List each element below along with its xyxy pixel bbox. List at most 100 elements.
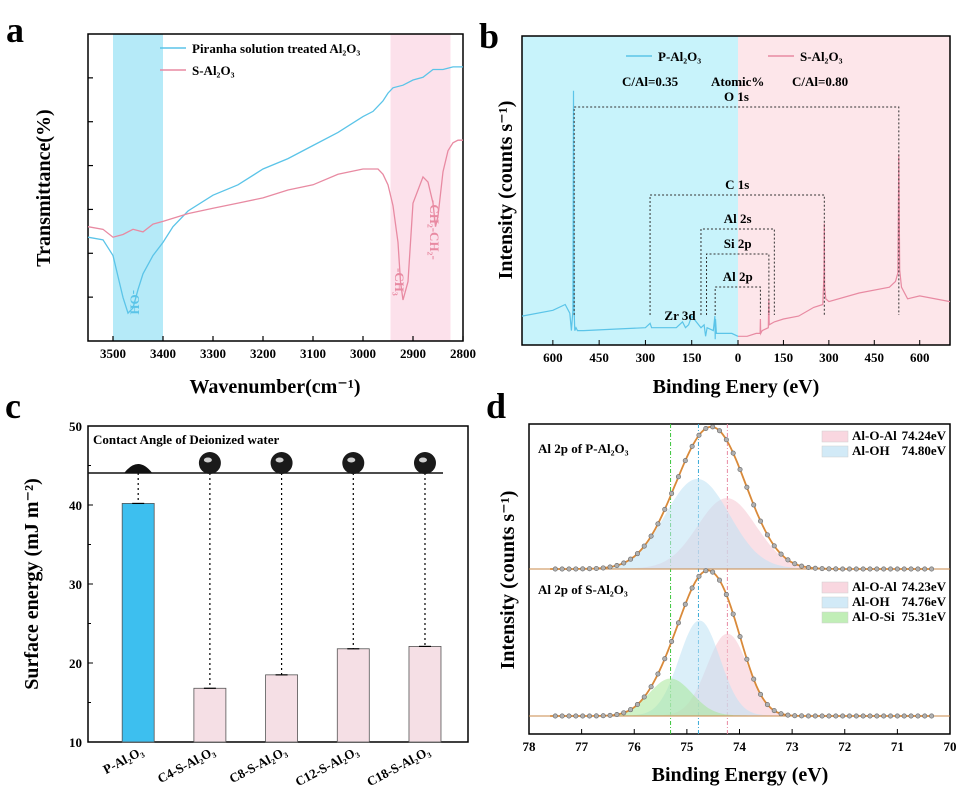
data-point [737, 634, 743, 640]
data-point [826, 566, 832, 572]
legend-swatch-al-o-al [821, 581, 849, 594]
droplet-highlight [275, 457, 284, 463]
data-point [812, 565, 818, 571]
y-tick-label: 50 [69, 419, 82, 434]
bar-3 [265, 674, 298, 743]
panel-a-ftir-chart: 3500 3400 3300 3200 3100 3000 2900 2800 Piranha … [33, 33, 476, 398]
data-point [614, 562, 620, 568]
x-tick-label: 70 [944, 739, 957, 754]
droplet-highlight [347, 457, 356, 463]
ratio-left-label: C/Al=0.35 [622, 74, 679, 89]
y-tick-label: 30 [69, 577, 82, 592]
x-tick-label: 3000 [350, 346, 376, 361]
data-point [682, 601, 688, 607]
panel-label-b: b [479, 16, 499, 56]
left-shade [522, 36, 738, 345]
o1s-label: O 1s [724, 89, 749, 104]
data-point [703, 568, 709, 574]
subplot-title-1: Al 2p of P-Al₂O₃ [538, 441, 629, 456]
al2p-bracket [714, 286, 761, 315]
data-point [860, 713, 866, 719]
droplet-highlight [418, 457, 427, 463]
data-point [614, 712, 620, 718]
panel-label-a: a [6, 10, 24, 50]
data-point [881, 566, 887, 572]
data-point [689, 443, 695, 449]
x-tick-label: 71 [891, 739, 904, 754]
bar-4 [336, 648, 370, 743]
data-point [901, 713, 907, 719]
legend-swatch-al-oh [821, 445, 849, 458]
x-tick-label: 73 [786, 739, 800, 754]
data-point [922, 713, 928, 719]
data-point [771, 708, 777, 714]
data-point [833, 566, 839, 572]
ch2-label: -CH₂-CH₂- [427, 200, 442, 260]
data-point [751, 502, 757, 508]
legend-swatch-al-o-al [821, 430, 849, 443]
x-tick-label: 600 [543, 350, 563, 365]
data-point [860, 566, 866, 572]
bar-1 [121, 503, 155, 743]
data-point [641, 543, 647, 549]
droplet-highlight [203, 457, 212, 463]
data-point [634, 702, 640, 708]
x-tick-label: 150 [682, 350, 702, 365]
data-point [566, 566, 572, 572]
series-line-1 [87, 66, 463, 315]
c1s-label: C 1s [725, 177, 749, 192]
panel-label-d: d [486, 386, 506, 426]
data-point [593, 713, 599, 719]
data-point [655, 671, 661, 677]
data-point [874, 566, 880, 572]
x-tick-label: 3500 [100, 346, 126, 361]
data-point [785, 712, 791, 718]
data-point [552, 566, 558, 572]
panel-label-c: c [5, 386, 21, 426]
x-tick-label: C4-S-Al₂O₃ [155, 743, 217, 786]
data-point [628, 556, 634, 562]
data-point [874, 713, 880, 719]
droplet-4 [342, 452, 365, 474]
legend-swatch-al-o-si [821, 611, 849, 624]
legend-name-al-oh: Al-OH [852, 443, 890, 458]
data-point [580, 713, 586, 719]
data-point [580, 566, 586, 572]
data-point [730, 450, 736, 456]
data-point [675, 474, 681, 480]
x-tick-label: 3200 [250, 346, 276, 361]
data-point [826, 713, 832, 719]
legend-value-al-oh: 74.76eV [902, 594, 947, 609]
data-point [894, 713, 900, 719]
data-point [723, 592, 729, 598]
legend-label-1: Piranha solution treated Al₂O₃ [192, 41, 360, 56]
data-point [696, 573, 702, 579]
data-point [682, 458, 688, 464]
y-axis-title: Intensity (counts s⁻¹) [495, 101, 517, 280]
si2p-label: Si 2p [724, 236, 752, 251]
data-point [600, 713, 606, 719]
data-point [805, 564, 811, 570]
data-point [908, 566, 914, 572]
legend-name-al-o-al: Al-O-Al [852, 428, 897, 443]
data-point [846, 713, 852, 719]
legend-label-2: S-Al₂O₃ [800, 49, 843, 64]
data-point [573, 566, 579, 572]
ratio-right-label: C/Al=0.80 [792, 74, 848, 89]
x-tick-label: 3300 [200, 346, 226, 361]
data-point [751, 676, 757, 682]
x-tick-label: 3400 [150, 346, 176, 361]
data-point [559, 713, 565, 719]
x-tick-label: 72 [838, 739, 851, 754]
legend-value-al-o-al: 74.23eV [902, 579, 947, 594]
data-point [840, 566, 846, 572]
data-point [758, 691, 764, 697]
panel-d-al2p-xps-chart: 78 77 76 75 74 73 72 71 70 Al 2p of P-Al₂O₃ Al-O-A… [497, 423, 957, 786]
data-point [744, 656, 750, 662]
x-tick-label: 78 [523, 739, 537, 754]
data-point [621, 710, 627, 716]
data-point [853, 566, 859, 572]
data-point [771, 543, 777, 549]
right-shade [738, 36, 950, 345]
x-tick-label: 300 [819, 350, 839, 365]
